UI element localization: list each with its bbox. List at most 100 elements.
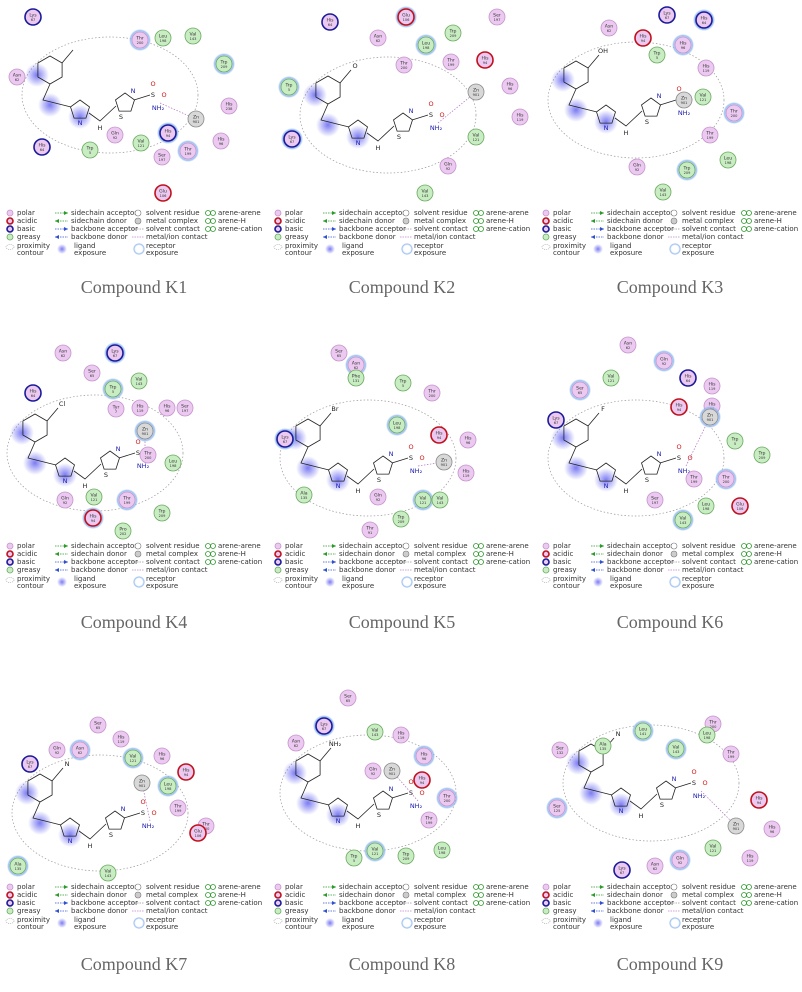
ligand — [295, 412, 409, 485]
ligand-exposure — [58, 823, 82, 847]
residue-name: Val — [136, 377, 143, 383]
bond — [629, 793, 658, 810]
legend-swatch — [205, 551, 211, 557]
residue — [423, 384, 441, 402]
legend-swatch — [134, 550, 142, 558]
residue — [547, 411, 565, 429]
legend-swatch — [6, 225, 14, 233]
ring — [328, 462, 348, 482]
residue — [646, 857, 664, 875]
legend-label: greasy — [17, 907, 41, 915]
legend-label: metal/ion contact — [682, 566, 744, 574]
legend-swatch — [5, 244, 15, 250]
residue-name: His — [326, 18, 334, 24]
atom-label: H — [88, 842, 93, 850]
legend-label: arene-arene — [486, 209, 529, 217]
atom-label: O — [691, 768, 696, 776]
residue — [671, 851, 689, 869]
atom-label: S — [692, 779, 696, 787]
legend-label: solvent contact — [682, 899, 736, 907]
atom-label: N — [336, 817, 341, 825]
residue-name: Ala — [14, 862, 21, 868]
residue-number: 143 — [372, 733, 379, 737]
legend-label: solvent contact — [414, 225, 468, 233]
legend-swatch — [57, 577, 67, 587]
legend-swatch — [478, 559, 484, 565]
ligand — [37, 49, 151, 122]
legend-label: ligand — [610, 242, 632, 250]
residue-name: Thr — [122, 496, 131, 502]
legend-label: arene-H — [754, 550, 782, 558]
residue-name: Ser — [181, 404, 189, 410]
legend-swatch — [473, 226, 479, 232]
residue-number: 106 — [195, 834, 203, 838]
residue-number: 106 — [737, 507, 745, 511]
residue — [83, 364, 101, 382]
atom-label: NH₂ — [152, 104, 165, 112]
residue-number: 65 — [578, 391, 583, 395]
residue-name: Val — [138, 139, 145, 145]
residue-name: Val — [422, 189, 429, 195]
legend-label: sidechain donor — [71, 550, 127, 558]
residue — [345, 849, 363, 867]
legend-label: polar — [285, 883, 303, 891]
bond — [568, 88, 598, 113]
residue — [442, 53, 460, 71]
residue-name: His — [506, 82, 514, 88]
residue-number: 198 — [160, 39, 168, 43]
legend-label: arene-H — [486, 891, 514, 899]
ligand-exposure — [316, 113, 340, 137]
residue — [741, 849, 759, 867]
legend-label: metal/ion contact — [682, 233, 744, 241]
legend-swatch — [274, 542, 282, 550]
legend-arrowhead — [64, 227, 68, 231]
legend-swatch — [210, 884, 216, 890]
residue — [634, 722, 652, 740]
atom-label: N — [619, 807, 624, 815]
atom-label: N — [604, 124, 609, 132]
residue-name: His — [225, 102, 233, 108]
legend-arrowhead — [591, 568, 595, 572]
legend-label: polar — [285, 209, 303, 217]
legend-label: metal/ion contact — [414, 907, 476, 915]
residue-number: 96 — [422, 757, 427, 761]
residue-number: 96 — [770, 830, 775, 834]
legend-label: backbone donor — [71, 233, 128, 241]
ring — [641, 97, 661, 117]
legend-label: arene-cation — [754, 558, 798, 566]
legend-swatch — [274, 566, 282, 574]
legend-swatch — [5, 577, 15, 583]
atom-label: O — [676, 443, 681, 451]
residue-name: Tyr — [112, 405, 120, 411]
bond — [300, 446, 330, 471]
ring — [105, 810, 125, 830]
ligand-exposure — [346, 125, 370, 149]
residue-number: 5 — [656, 56, 658, 60]
legend-label: basic — [553, 225, 571, 233]
residue — [704, 839, 722, 857]
ligand-exposure — [326, 468, 350, 492]
residue-number: 121 — [138, 144, 145, 148]
legend-swatch — [746, 210, 752, 216]
residue-number: 209 — [159, 514, 167, 518]
ligand-exposure — [551, 68, 575, 92]
legend-label: backbone acceptor — [71, 899, 138, 907]
residue — [444, 24, 462, 42]
residue-name: Gln — [676, 856, 684, 862]
legend-swatch — [541, 918, 551, 924]
residue-number: 94 — [166, 134, 171, 138]
bond — [339, 69, 352, 84]
legend-swatch — [205, 900, 211, 906]
legend-label: basic — [285, 225, 303, 233]
residue — [136, 422, 154, 440]
legend-label: acidic — [17, 891, 37, 899]
residue-number: 197 — [652, 501, 659, 505]
atom-label: N — [78, 119, 83, 127]
residue-name: Glu — [736, 502, 744, 508]
residue-name: Zn — [142, 427, 148, 433]
substituent-label: NH₂ — [329, 740, 342, 748]
ligand-exposure — [551, 426, 575, 450]
residue-number: 92 — [371, 772, 376, 776]
panel: NHNSSOONH₂Lys67Thr200Leu198Val143Asn62Tr… — [5, 8, 262, 297]
legend-swatch — [741, 218, 747, 224]
